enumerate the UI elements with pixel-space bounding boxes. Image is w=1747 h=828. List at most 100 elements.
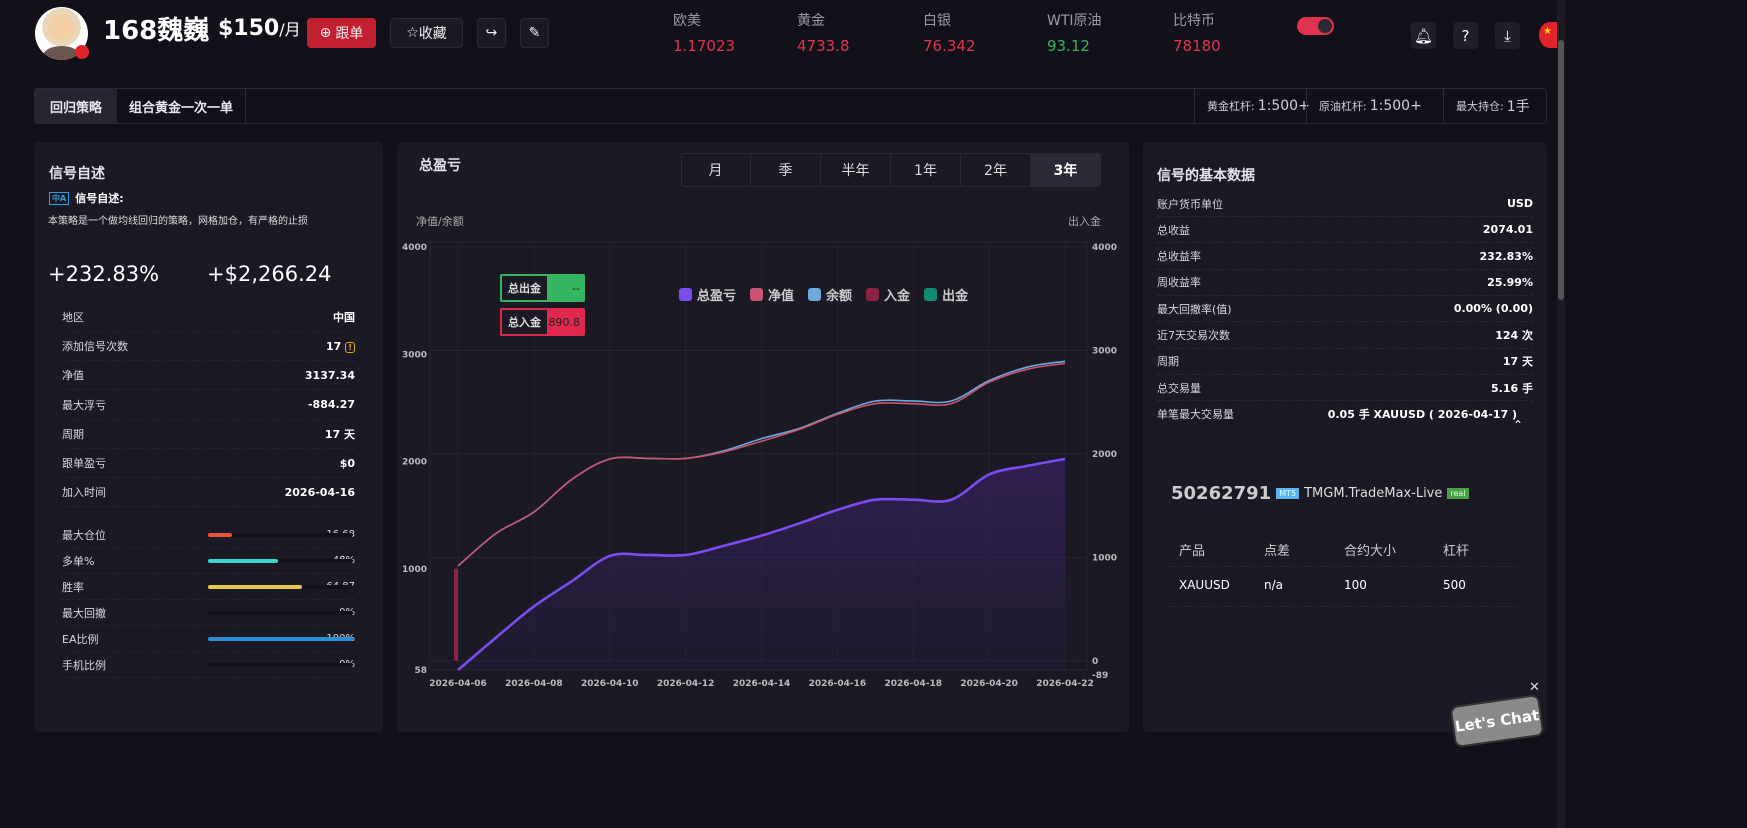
stat-value: $0 (339, 456, 355, 470)
stat-label: 加入时间 (62, 486, 106, 500)
x-tick-label: 2026-04-12 (657, 679, 715, 689)
stat-label: 净值 (62, 369, 84, 383)
y-tick-label: 4000 (402, 243, 427, 253)
follow-button[interactable]: ⊕ 跟单 (307, 18, 376, 48)
language-flag-icon[interactable]: ★ (1539, 22, 1561, 48)
basic-stat-row: 总收益 2074.01 (1157, 217, 1533, 244)
basic-stat-row: 总收益率 232.83% (1157, 244, 1533, 270)
help-button[interactable]: ? (1453, 22, 1478, 49)
table-cell: 500 (1443, 578, 1466, 592)
tab-strategy-1[interactable]: 回归策略 (35, 89, 117, 123)
period-tab[interactable]: 月 (681, 153, 751, 187)
stat-value: 17 天 (1502, 355, 1533, 369)
legend-item[interactable]: 净值 (750, 285, 794, 304)
ratio-row: 多单%48% (62, 548, 355, 574)
favorite-button[interactable]: ☆ 收藏 (390, 18, 463, 48)
page-scrollbar[interactable] (1557, 0, 1565, 828)
table-cell: n/a (1264, 578, 1284, 592)
period-tab[interactable]: 季 (751, 153, 821, 187)
stat-label: 总收益 (1157, 223, 1190, 237)
edit-button[interactable]: ✎ (520, 18, 549, 48)
series-line-pnl (457, 457, 1066, 671)
x-tick-label: 2026-04-16 (809, 679, 867, 689)
subscription-price: $150/月 (218, 16, 301, 41)
stat-label: 地区 (62, 311, 84, 324)
x-tick-label: 2026-04-22 (1036, 679, 1094, 689)
gold-leverage: 黄金杠杆: 1:500+ (1194, 89, 1322, 123)
x-tick-label: 2026-04-10 (581, 679, 639, 689)
stat-label: 周期 (1157, 355, 1179, 369)
period-tab[interactable]: 3年 (1031, 153, 1101, 187)
stat-row: 周期 17 天 (62, 420, 355, 449)
period-tab[interactable]: 半年 (821, 153, 891, 187)
share-button[interactable]: ↪ (477, 18, 506, 48)
description-label: 中A 信号自述: (49, 190, 124, 206)
download-button[interactable]: ⤓ (1495, 22, 1520, 49)
oil-leverage: 原油杠杆: 1:500+ (1306, 89, 1434, 123)
stat-value: 中国 (333, 311, 355, 324)
basic-stat-row: 最大回撤率(值) 0.00% (0.00) (1157, 296, 1533, 323)
bell-icon: 🔔︎ (1413, 26, 1434, 45)
quote-label: WTI原油 (1047, 13, 1102, 29)
quote-value: 4733.8 (797, 37, 850, 55)
pnl-area (458, 458, 1066, 670)
translate-icon[interactable]: 中A (49, 191, 70, 205)
period-tab[interactable]: 2年 (961, 153, 1031, 187)
period-tab[interactable]: 1年 (891, 153, 961, 187)
stat-row: 地区 中国 (62, 303, 355, 332)
stat-row: 跟单盈亏 $0 (62, 449, 355, 478)
quote-value: 78180 (1173, 37, 1221, 55)
legend-item[interactable]: 入金 (866, 285, 910, 304)
ratio-label: 手机比例 (62, 658, 106, 672)
stat-value: 17! (326, 340, 355, 353)
legend-item[interactable]: 出金 (924, 285, 968, 304)
close-chat-icon[interactable]: ✕ (1529, 680, 1540, 695)
ratio-label: 胜率 (62, 580, 84, 594)
x-tick-label: 2026-04-20 (960, 679, 1018, 689)
market-quote[interactable]: 黄金 4733.8 (797, 10, 850, 55)
pnl-chart-panel: 总盈亏 净值/余额 出入金 4000 3000 2000 1000 58 4000 3000… (397, 142, 1129, 732)
ratio-label: 最大回撤 (62, 606, 106, 620)
total-deposit-box: 总入金 890.8 (500, 308, 585, 336)
x-tick-label: 2026-04-06 (429, 679, 487, 689)
notification-button[interactable]: 🔔︎ (1411, 22, 1436, 49)
stat-label: 最大浮亏 (62, 398, 106, 412)
chart-title: 总盈亏 (419, 158, 461, 174)
quote-label: 白银 (923, 13, 951, 29)
stat-label: 添加信号次数 (62, 340, 128, 354)
collapse-chevron-icon[interactable]: ⌃ (1513, 418, 1524, 432)
star-icon: ☆ (406, 25, 419, 41)
info-icon[interactable]: ! (345, 341, 355, 353)
stat-label: 总交易量 (1157, 381, 1201, 395)
stat-label: 单笔最大交易量 (1157, 408, 1234, 422)
strategy-tab-bar: 回归策略 组合黄金一次一单 黄金杠杆: 1:500+ 原油杠杆: 1:500+ 最大… (34, 88, 1547, 124)
market-quote[interactable]: WTI原油 93.12 (1047, 10, 1102, 55)
return-percent: +232.83% (48, 262, 160, 286)
quote-label: 欧美 (673, 13, 701, 29)
description-text: 本策略是一个做均线回归的策略，网格加仓，有严格的止损 (48, 216, 308, 227)
favorite-label: 收藏 (418, 26, 447, 42)
theme-toggle[interactable] (1297, 17, 1334, 35)
stat-value: 17 天 (324, 427, 355, 441)
legend-item[interactable]: 总盈亏 (679, 285, 736, 304)
y2-tick-label: 4000 (1092, 243, 1117, 253)
legend-item[interactable]: 余额 (808, 285, 852, 304)
ratio-bar (208, 636, 353, 641)
ratio-bar (208, 558, 353, 563)
tab-strategy-2[interactable]: 组合黄金一次一单 (117, 89, 246, 123)
stat-label: 近7天交易次数 (1157, 329, 1230, 342)
table-cell: 100 (1344, 578, 1367, 592)
stat-label: 周期 (62, 427, 84, 441)
y2-axis-label: 出入金 (1068, 215, 1101, 228)
y2-tick-label: -89 (1092, 671, 1108, 681)
signal-name: 168魏巍 (103, 16, 210, 46)
basic-stat-row: 近7天交易次数 124 次 (1157, 323, 1533, 349)
y-tick-label: 3000 (402, 350, 427, 360)
y2-tick-label: 2000 (1092, 450, 1117, 460)
market-quote[interactable]: 欧美 1.17023 (673, 10, 735, 55)
stat-value: 25.99% (1487, 275, 1533, 289)
market-quote[interactable]: 白银 76.342 (923, 10, 976, 55)
x-tick-label: 2026-04-14 (733, 679, 791, 689)
x-tick-label: 2026-04-18 (884, 679, 942, 689)
market-quote[interactable]: 比特币 78180 (1173, 10, 1221, 55)
